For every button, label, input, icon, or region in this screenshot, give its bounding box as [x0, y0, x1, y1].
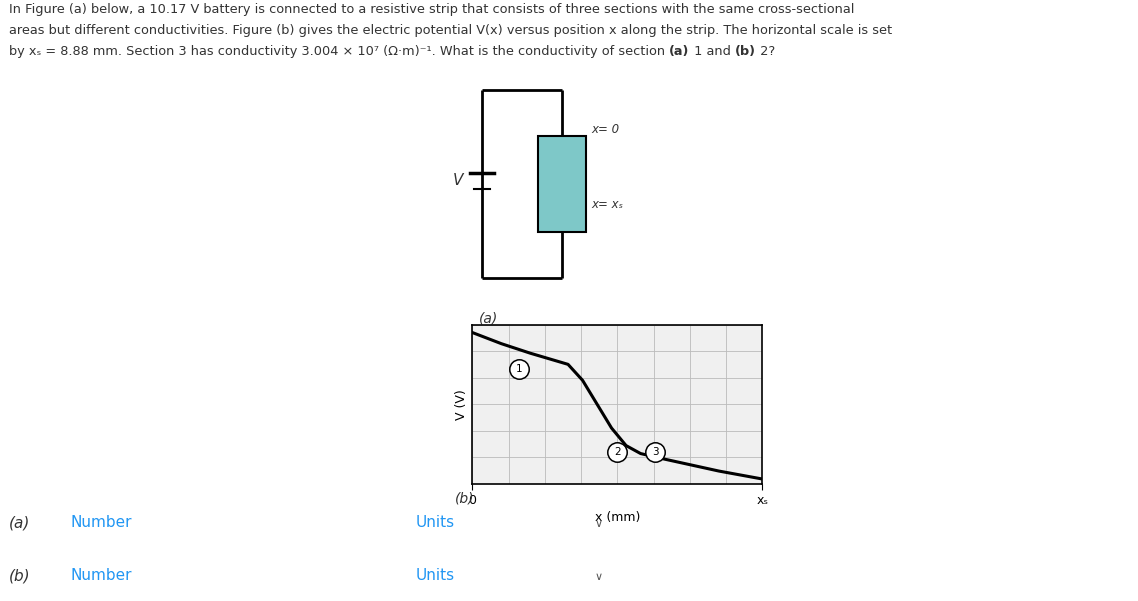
Text: by xₛ = 8.88 mm. Section 3 has conductivity 3.004 × 10⁷ (Ω·m)⁻¹. What is the con: by xₛ = 8.88 mm. Section 3 has conductiv…: [9, 45, 669, 58]
X-axis label: x (mm): x (mm): [595, 511, 640, 523]
Text: 2: 2: [615, 447, 620, 457]
Text: (a): (a): [9, 516, 31, 530]
Text: ∨: ∨: [594, 519, 602, 529]
Text: V: V: [453, 173, 463, 188]
Text: (b): (b): [9, 569, 31, 583]
Text: 2?: 2?: [756, 45, 775, 58]
Bar: [538, 136, 586, 232]
Text: In Figure (a) below, a 10.17 V battery is connected to a resistive strip that co: In Figure (a) below, a 10.17 V battery i…: [9, 3, 855, 16]
Text: (a): (a): [669, 45, 690, 58]
Text: Units: Units: [415, 569, 454, 583]
Text: 1 and: 1 and: [690, 45, 735, 58]
Text: x= 0: x= 0: [592, 123, 620, 136]
Y-axis label: V (V): V (V): [455, 389, 468, 419]
Text: ∨: ∨: [594, 572, 602, 582]
Text: x= xₛ: x= xₛ: [592, 198, 624, 211]
Text: Number: Number: [71, 569, 132, 583]
Text: areas but different conductivities. Figure (b) gives the electric potential V(x): areas but different conductivities. Figu…: [9, 24, 892, 37]
Text: (b): (b): [454, 491, 475, 505]
Text: i: i: [190, 516, 195, 531]
Text: Units: Units: [415, 516, 454, 530]
Text: Number: Number: [71, 516, 132, 530]
Text: (b): (b): [735, 45, 756, 58]
Text: i: i: [190, 569, 195, 584]
Text: 1: 1: [516, 364, 522, 374]
Text: 3: 3: [652, 447, 659, 457]
Text: (a): (a): [479, 312, 497, 326]
